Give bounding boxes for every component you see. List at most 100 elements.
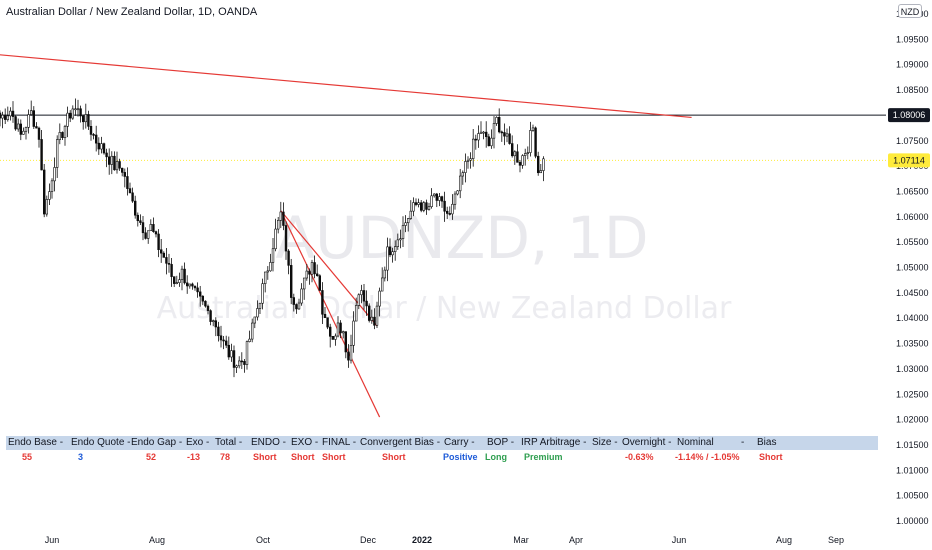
candle-body	[50, 180, 54, 192]
candle	[539, 163, 543, 174]
candle-body	[170, 264, 173, 277]
candle	[536, 151, 540, 176]
candle-body	[362, 290, 366, 302]
candle	[212, 319, 215, 327]
y-tick-label: 1.03500	[896, 339, 929, 349]
trendline-2[interactable]	[280, 210, 378, 327]
candle-body	[435, 193, 438, 201]
candle	[217, 321, 220, 342]
candle-body	[251, 322, 254, 340]
candle-body	[497, 117, 501, 133]
candle	[167, 253, 171, 273]
candle-body	[536, 155, 540, 174]
indicator-header-cell: Endo Quote -	[71, 437, 131, 448]
x-tick-label: Jun	[45, 535, 60, 545]
candle-body	[321, 290, 324, 315]
y-axis[interactable]: 1.100001.095001.090001.085001.080001.075…	[896, 9, 929, 526]
x-axis[interactable]: Jun Aug Oct Dec 2022 Mar Apr Jun Aug Sep	[45, 535, 844, 545]
candle	[214, 317, 217, 337]
candle	[29, 100, 33, 116]
candle-body	[414, 202, 418, 205]
candle-body	[417, 202, 420, 205]
candle-body	[105, 152, 108, 158]
candle	[386, 237, 389, 282]
candle-body	[248, 338, 251, 342]
candle	[209, 309, 212, 326]
candle	[432, 193, 436, 198]
candle	[318, 274, 321, 291]
candle	[238, 356, 241, 369]
chart-title: Australian Dollar / New Zealand Dollar, …	[6, 6, 258, 18]
candle	[157, 229, 160, 258]
candle	[144, 227, 147, 240]
candle-body	[14, 116, 17, 130]
candle	[373, 308, 376, 330]
candle-body	[406, 218, 410, 224]
candle	[201, 295, 204, 306]
candle	[37, 126, 41, 148]
candle-body	[305, 270, 308, 279]
candle-body	[500, 131, 503, 134]
candle-body	[370, 316, 373, 321]
candle	[508, 126, 511, 145]
price-label-box	[888, 153, 930, 168]
candle-body	[495, 117, 498, 124]
candle	[471, 129, 475, 167]
candle	[274, 218, 277, 252]
candle-body	[175, 282, 178, 284]
candle-body	[344, 331, 347, 353]
candle	[82, 114, 85, 130]
candle-body	[349, 344, 353, 361]
candle	[516, 144, 519, 163]
candle	[479, 121, 483, 134]
candle-body	[365, 300, 368, 307]
candle-body	[505, 133, 509, 137]
candle-body	[357, 294, 360, 306]
candle-body	[186, 282, 189, 287]
candle-body	[458, 175, 462, 192]
indicator-value-cell: Short	[759, 452, 783, 462]
indicator-value-cell: Premium	[524, 452, 563, 462]
candle	[487, 133, 490, 147]
candle	[79, 105, 82, 123]
candle	[378, 287, 381, 317]
indicator-value-cell: 52	[146, 452, 157, 462]
candle-body	[451, 203, 454, 215]
candle-body	[339, 322, 342, 334]
trendline-1[interactable]	[280, 210, 381, 418]
candle	[406, 218, 410, 232]
indicator-value-cell: 78	[220, 452, 231, 462]
trendline-0[interactable]	[0, 54, 692, 119]
candle-body	[222, 339, 225, 342]
candle-body	[399, 238, 402, 241]
candle	[349, 334, 353, 364]
candle-body	[183, 268, 186, 284]
indicator-table-header	[6, 436, 878, 450]
candle-body	[474, 138, 477, 141]
candle	[404, 215, 407, 233]
candle	[295, 303, 298, 314]
candle	[354, 297, 358, 322]
drawing-layer	[0, 54, 886, 418]
candle-body	[274, 228, 277, 250]
candle-body	[196, 287, 199, 293]
candle	[326, 317, 329, 330]
candle	[461, 170, 464, 185]
candle-body	[310, 262, 314, 275]
candle	[11, 101, 15, 123]
candle	[513, 150, 517, 165]
candle	[42, 164, 46, 218]
candle	[490, 129, 493, 149]
candle-body	[427, 206, 431, 210]
candle-body	[315, 273, 319, 276]
candle	[427, 202, 431, 211]
x-tick-label: Aug	[149, 535, 165, 545]
candle-body	[295, 304, 298, 310]
candle-body	[445, 210, 449, 214]
currency-badge[interactable]: NZD	[898, 4, 922, 18]
candle-body	[232, 350, 236, 368]
candle	[357, 293, 360, 310]
candle-body	[352, 320, 355, 346]
indicator-value-cell: 55	[22, 452, 33, 462]
